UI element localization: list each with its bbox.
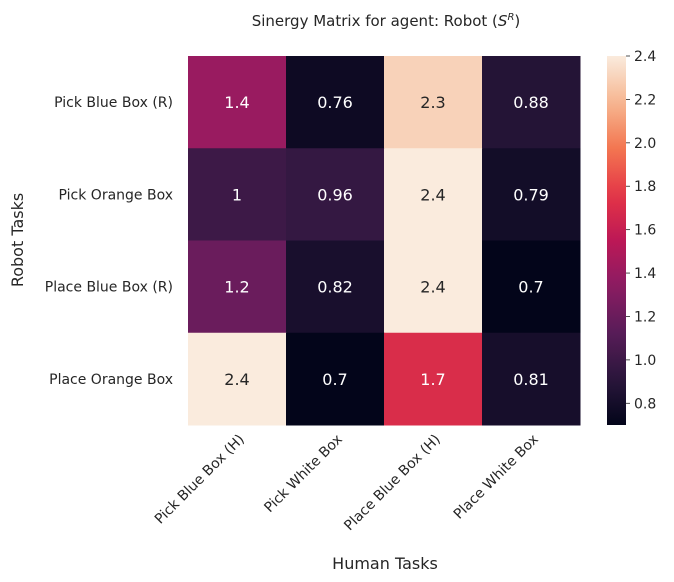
heatmap-cell bbox=[384, 332, 483, 426]
cell-value-label: 1.4 bbox=[224, 93, 249, 112]
cell-value-label: 0.88 bbox=[513, 93, 549, 112]
chart-title: Sinergy Matrix for agent: Robot (SR) bbox=[252, 12, 521, 30]
heatmap-cell bbox=[384, 56, 483, 149]
cell-value-label: 0.7 bbox=[322, 370, 347, 389]
colorbar-tick-label: 2.0 bbox=[634, 136, 656, 152]
heatmap-cell bbox=[482, 148, 581, 241]
colorbar-tick-label: 1.2 bbox=[634, 309, 656, 325]
colorbar-tick-label: 1.0 bbox=[634, 353, 656, 369]
colorbar-tick-label: 2.4 bbox=[634, 49, 656, 65]
x-tick-label: Place White Box bbox=[451, 432, 542, 523]
cell-value-label: 0.79 bbox=[513, 185, 549, 204]
cell-value-label: 0.7 bbox=[518, 278, 543, 297]
chart-title-main: Sinergy Matrix for agent: Robot ( bbox=[252, 12, 498, 30]
colorbar-tick-label: 2.2 bbox=[634, 92, 656, 108]
cell-value-label: 1.2 bbox=[224, 278, 249, 297]
chart-title-symbol: S bbox=[498, 12, 508, 30]
cell-value-label: 1.7 bbox=[420, 370, 445, 389]
heatmap-cell bbox=[286, 56, 385, 149]
heatmap-cell bbox=[188, 240, 287, 334]
cell-value-label: 2.4 bbox=[420, 278, 445, 297]
colorbar-tick-label: 1.8 bbox=[634, 179, 656, 195]
cell-value-label: 0.76 bbox=[317, 93, 353, 112]
cell-value-label: 2.4 bbox=[420, 185, 445, 204]
y-tick-label: Place Orange Box bbox=[49, 372, 173, 388]
cell-value-label: 2.4 bbox=[224, 370, 249, 389]
heatmap-cell bbox=[482, 332, 581, 426]
x-tick-label: Pick White Box bbox=[261, 432, 345, 516]
heatmap-cell bbox=[384, 148, 483, 241]
heatmap-cells: 1.4 0.76 2.3 0.88 1 0.96 2.4 0.79 1.2 0.82 2.4 0.7 2… bbox=[188, 56, 581, 426]
x-axis-label: Human Tasks bbox=[332, 554, 438, 573]
chart-title-superscript: R bbox=[507, 12, 514, 23]
cell-value-label: 0.82 bbox=[317, 278, 353, 297]
cell-value-label: 2.3 bbox=[420, 93, 445, 112]
colorbar bbox=[607, 56, 626, 425]
cell-value-label: 0.81 bbox=[513, 370, 549, 389]
heatmap-cell bbox=[286, 148, 385, 241]
colorbar-ticks: 0.8 1.0 1.2 1.4 1.6 1.8 2.0 2.2 2.4 bbox=[626, 49, 656, 412]
y-axis-label: Robot Tasks bbox=[8, 193, 27, 287]
colorbar-tick-label: 1.4 bbox=[634, 266, 656, 282]
chart-title-close: ) bbox=[514, 12, 520, 30]
heatmap-cell bbox=[482, 56, 581, 149]
y-tick-label: Pick Orange Box bbox=[59, 187, 173, 203]
cell-value-label: 1 bbox=[232, 185, 242, 204]
heatmap-cell bbox=[482, 240, 581, 334]
heatmap-cell bbox=[188, 332, 287, 426]
heatmap-cell bbox=[188, 148, 287, 241]
heatmap-cell bbox=[286, 332, 385, 426]
heatmap-cell bbox=[384, 240, 483, 334]
y-tick-label: Place Blue Box (R) bbox=[45, 280, 173, 296]
heatmap-cell bbox=[188, 56, 287, 149]
colorbar-tick-label: 1.6 bbox=[634, 223, 656, 239]
y-tick-labels: Pick Blue Box (R) Pick Orange Box Place Bl… bbox=[45, 95, 173, 388]
x-tick-label: Place Blue Box (H) bbox=[341, 432, 444, 535]
y-tick-label: Pick Blue Box (R) bbox=[54, 95, 173, 111]
colorbar-tick-label: 0.8 bbox=[634, 396, 656, 412]
heatmap-cell bbox=[286, 240, 385, 334]
cell-value-label: 0.96 bbox=[317, 185, 353, 204]
x-tick-label: Pick Blue Box (H) bbox=[152, 432, 248, 528]
